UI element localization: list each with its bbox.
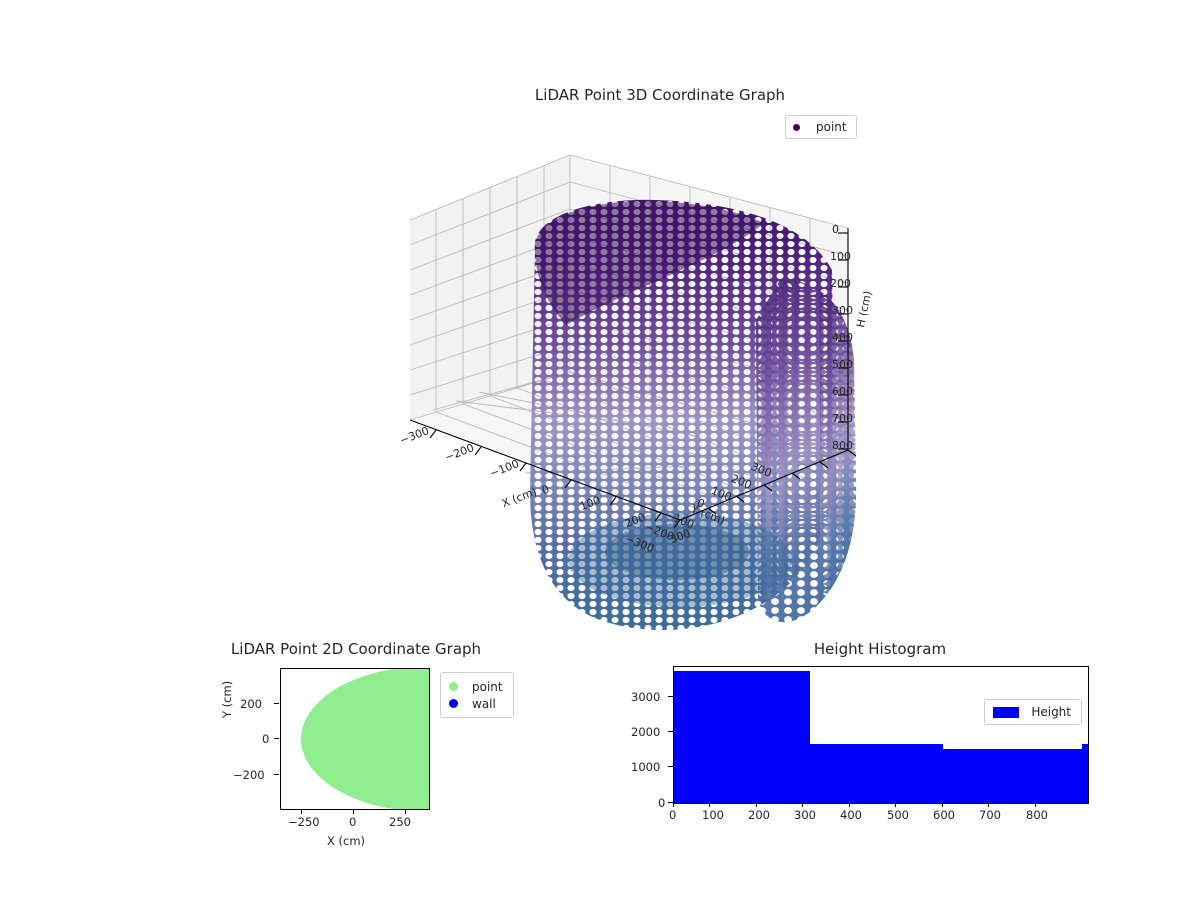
histogram-xtick-6: 600: [933, 808, 955, 822]
plot-2d-ytick-1: 0: [262, 732, 270, 746]
histogram-xtickmark-1: [709, 802, 710, 807]
legend-label-wall: wall: [472, 696, 496, 711]
histogram-ytick-3: 3000: [631, 690, 661, 704]
histogram-xtickmark-2: [756, 802, 757, 807]
plot-3d-title: LiDAR Point 3D Coordinate Graph: [534, 86, 786, 104]
plot-3d-ztick-2: 200: [830, 277, 851, 290]
plot-3d-svg: [409, 154, 857, 631]
histogram-axes: Height Histogram Height 0 1000 2000 3000…: [631, 640, 1110, 840]
plot-3d-ztick-0: 0: [832, 223, 839, 236]
legend-label-point: point: [816, 120, 847, 134]
histogram-xtickmark-0: [673, 802, 674, 807]
legend-marker-point-icon: [793, 123, 800, 131]
plot-3d-ztick-1: 100: [830, 250, 851, 263]
legend-label-point: point: [472, 679, 503, 694]
plot-2d-ytick-2: −200: [233, 768, 265, 782]
legend-row-wall: wall: [449, 695, 503, 712]
plot-2d-xtick-0: −250: [288, 815, 320, 829]
plot-2d-xtickmark-2: [405, 809, 406, 814]
plot-3d-ztick-8: 800: [832, 439, 853, 452]
plot-2d-xaxis-label: X (cm): [327, 834, 366, 848]
histogram-bar: [809, 743, 943, 803]
histogram-xtickmark-8: [1035, 802, 1036, 807]
plot-2d-axes: LiDAR Point 2D Coordinate Graph 200 0 −2…: [200, 640, 530, 870]
plot-2d-title: LiDAR Point 2D Coordinate Graph: [230, 640, 482, 658]
histogram-xtick-8: 800: [1026, 808, 1048, 822]
histogram-xtickmark-3: [802, 802, 803, 807]
legend-row-point: point: [449, 678, 503, 695]
histogram-ytick-0: 0: [658, 796, 666, 810]
plot-3d-ztick-3: 300: [832, 304, 853, 317]
plot-3d-axes: LiDAR Point 3D Coordinate Graph point: [380, 80, 940, 660]
plot-3d-ztick-5: 500: [832, 358, 853, 371]
histogram-ytick-2: 2000: [631, 725, 661, 739]
plot-2d-ytickmark-1: [274, 738, 279, 739]
legend-marker-point-icon: [449, 682, 458, 691]
histogram-xtickmark-4: [849, 802, 850, 807]
histogram-legend: Height: [984, 699, 1082, 725]
histogram-xtickmark-7: [988, 802, 989, 807]
histogram-ytickmark-1: [668, 766, 673, 767]
plot-2d-legend: point wall: [440, 672, 514, 718]
histogram-xtick-3: 300: [794, 808, 816, 822]
histogram-title: Height Histogram: [813, 640, 947, 658]
plot-3d-scene[interactable]: 0 100 200 300 400 500 600 700 800 H (cm)…: [380, 120, 940, 660]
plot-2d-point-cluster: [301, 669, 429, 809]
plot-2d-xtickmark-1: [353, 809, 354, 814]
plot-3d-ztick-7: 700: [832, 412, 853, 425]
histogram-xtickmark-5: [895, 802, 896, 807]
histogram-xtick-7: 700: [979, 808, 1001, 822]
plot-2d-ytickmark-0: [274, 703, 279, 704]
plot-2d-xtick-1: 0: [349, 815, 357, 829]
histogram-bars: [674, 667, 1088, 803]
plot-2d-yaxis-label: Y (cm): [220, 680, 234, 718]
plot-2d-xtickmark-0: [301, 809, 302, 814]
plot-2d-ytickmark-2: [274, 774, 279, 775]
histogram-plot-area[interactable]: Height: [673, 666, 1089, 804]
legend-swatch-height-icon: [993, 706, 1020, 718]
plot-3d-ztick-4: 400: [832, 331, 853, 344]
histogram-xtick-2: 200: [748, 808, 770, 822]
histogram-xtick-1: 100: [702, 808, 724, 822]
histogram-xtick-5: 500: [887, 808, 909, 822]
plot-3d-point-cloud: [530, 199, 857, 631]
histogram-bar: [674, 670, 810, 803]
plot-3d-ztick-6: 600: [832, 385, 853, 398]
histogram-xtick-0: 0: [669, 808, 677, 822]
legend-marker-wall-icon: [449, 699, 458, 708]
histogram-bar: [1081, 743, 1088, 803]
histogram-ytickmark-3: [668, 696, 673, 697]
plot-2d-xtick-2: 250: [389, 815, 411, 829]
plot-3d-legend: point: [785, 115, 857, 139]
histogram-bar: [942, 748, 1082, 803]
plot-2d-plot-area[interactable]: [280, 668, 430, 810]
histogram-ytick-1: 1000: [631, 760, 661, 774]
histogram-xtick-4: 400: [840, 808, 862, 822]
histogram-ytickmark-2: [668, 731, 673, 732]
plot-3d-axis-spines: [409, 228, 857, 529]
histogram-ytickmark-0: [668, 802, 673, 803]
histogram-xtickmark-6: [942, 802, 943, 807]
legend-label-height: Height: [1031, 705, 1071, 719]
plot-2d-ytick-0: 200: [240, 697, 262, 711]
